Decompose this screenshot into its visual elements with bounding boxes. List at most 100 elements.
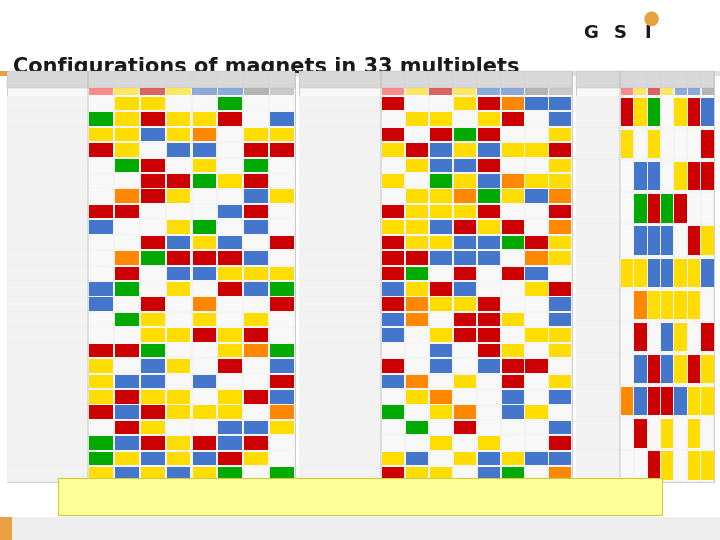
Bar (576, 160, 714, 192)
Bar (454, 143, 476, 157)
Bar (299, 420, 381, 435)
Bar (114, 159, 139, 172)
Bar (299, 235, 381, 250)
Bar (244, 174, 269, 187)
Bar (382, 143, 404, 157)
Bar (477, 436, 500, 450)
Bar (406, 159, 428, 172)
Bar (701, 226, 714, 255)
Bar (549, 112, 572, 126)
Bar (406, 220, 428, 234)
Bar (502, 390, 523, 403)
Bar (634, 162, 647, 191)
Bar (634, 98, 647, 126)
Bar (382, 375, 404, 388)
Bar (192, 313, 217, 327)
Bar (270, 344, 294, 357)
Bar (634, 323, 647, 351)
Bar (675, 355, 687, 383)
Bar (299, 281, 381, 296)
Bar (299, 281, 572, 296)
Bar (688, 226, 701, 255)
Bar (454, 452, 476, 465)
Bar (406, 282, 428, 295)
Bar (430, 112, 451, 126)
Text: S: S (614, 24, 627, 42)
Bar (477, 190, 500, 203)
Bar (7, 296, 88, 312)
Bar (454, 406, 476, 419)
Bar (140, 235, 165, 249)
Bar (114, 127, 139, 141)
Bar (7, 435, 295, 451)
Bar (525, 88, 548, 96)
Bar (549, 282, 572, 295)
Bar (382, 313, 404, 327)
Bar (244, 267, 269, 280)
Bar (454, 190, 476, 203)
Bar (140, 251, 165, 265)
Bar (7, 343, 295, 358)
Bar (576, 256, 620, 289)
Bar (7, 219, 88, 235)
Bar (299, 296, 381, 312)
Bar (661, 226, 673, 255)
Bar (270, 421, 294, 435)
Bar (576, 289, 620, 321)
Bar (270, 298, 294, 311)
Bar (114, 421, 139, 435)
Text: Configurations of magnets in 33 multiplets: Configurations of magnets in 33 multiple… (13, 57, 519, 77)
Bar (454, 88, 476, 96)
Bar (549, 375, 572, 388)
Bar (675, 323, 687, 351)
Bar (7, 327, 88, 343)
Bar (549, 328, 572, 342)
Bar (549, 390, 572, 403)
Bar (218, 406, 243, 419)
Bar (661, 88, 673, 96)
Bar (502, 190, 523, 203)
Bar (406, 267, 428, 280)
Bar (140, 127, 165, 141)
Bar (634, 420, 647, 448)
Bar (502, 112, 523, 126)
Bar (430, 282, 451, 295)
Bar (114, 452, 139, 465)
Bar (192, 174, 217, 187)
Bar (89, 406, 113, 419)
Bar (382, 220, 404, 234)
Bar (114, 436, 139, 450)
Bar (477, 328, 500, 342)
Bar (218, 235, 243, 249)
Bar (0, 71, 720, 76)
Text: G: G (583, 24, 598, 42)
Bar (270, 112, 294, 126)
Bar (299, 327, 381, 343)
Bar (634, 259, 647, 287)
Bar (621, 259, 633, 287)
Bar (218, 174, 243, 187)
Bar (0, 517, 12, 540)
Bar (7, 158, 88, 173)
Bar (140, 112, 165, 126)
Bar (7, 111, 88, 127)
Bar (502, 235, 523, 249)
Bar (299, 219, 381, 235)
Bar (634, 387, 647, 415)
Bar (244, 159, 269, 172)
Bar (218, 251, 243, 265)
Bar (140, 452, 165, 465)
Bar (166, 112, 191, 126)
Bar (299, 71, 572, 87)
Bar (114, 251, 139, 265)
Bar (7, 281, 295, 296)
Bar (7, 466, 295, 482)
Bar (502, 452, 523, 465)
Bar (701, 162, 714, 191)
Bar (7, 142, 88, 158)
Bar (701, 98, 714, 126)
Bar (576, 417, 714, 449)
Bar (406, 421, 428, 435)
Bar (406, 235, 428, 249)
Bar (7, 312, 295, 327)
